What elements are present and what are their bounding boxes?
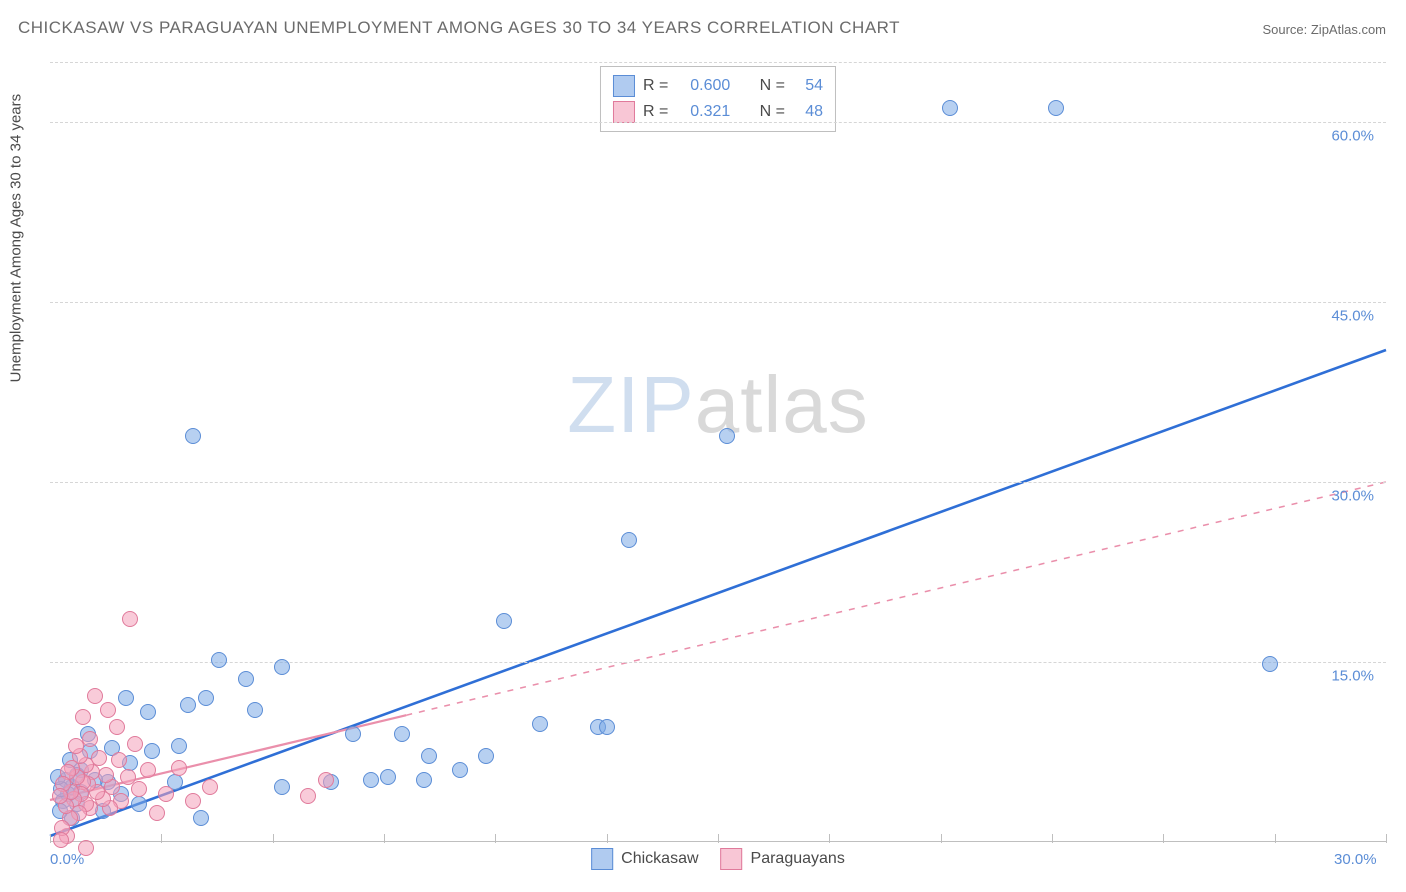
legend-label: Chickasaw: [621, 850, 698, 868]
data-point: [68, 738, 84, 754]
n-value: 54: [793, 77, 823, 95]
data-point: [211, 652, 227, 668]
chart-source: Source: ZipAtlas.com: [1262, 22, 1386, 37]
x-tick: [1163, 834, 1164, 843]
data-point: [363, 772, 379, 788]
y-tick-label: 15.0%: [1331, 668, 1374, 685]
plot-area: ZIPatlas R = 0.600 N = 54 R = 0.321 N = …: [50, 62, 1386, 842]
data-point: [198, 690, 214, 706]
x-tick: [829, 834, 830, 843]
x-tick: [495, 834, 496, 843]
data-point: [719, 428, 735, 444]
data-point: [496, 613, 512, 629]
r-value: 0.600: [676, 77, 730, 95]
data-point: [532, 716, 548, 732]
data-point: [300, 788, 316, 804]
gridline: [50, 62, 1386, 63]
x-tick: [718, 834, 719, 843]
data-point: [140, 762, 156, 778]
n-value: 48: [793, 103, 823, 121]
legend-stat-row: R = 0.600 N = 54: [613, 73, 823, 99]
data-point: [621, 532, 637, 548]
y-tick-label: 45.0%: [1331, 308, 1374, 325]
data-point: [52, 788, 68, 804]
x-tick: [384, 834, 385, 843]
data-point: [238, 671, 254, 687]
n-label: N =: [760, 103, 785, 121]
data-point: [120, 769, 136, 785]
x-tick: [1275, 834, 1276, 843]
legend-swatch: [613, 101, 635, 123]
gridline: [50, 302, 1386, 303]
data-point: [318, 772, 334, 788]
x-tick: [1386, 834, 1387, 843]
data-point: [98, 767, 114, 783]
data-point: [942, 100, 958, 116]
data-point: [53, 832, 69, 848]
data-point: [345, 726, 361, 742]
legend-swatch: [613, 75, 635, 97]
data-point: [82, 731, 98, 747]
data-point: [109, 719, 125, 735]
data-point: [599, 719, 615, 735]
data-point: [416, 772, 432, 788]
gridline: [50, 482, 1386, 483]
x-tick: [50, 834, 51, 843]
data-point: [171, 738, 187, 754]
legend-item-paraguayans: Paraguayans: [721, 848, 845, 870]
data-point: [380, 769, 396, 785]
gridline: [50, 662, 1386, 663]
data-point: [180, 697, 196, 713]
y-tick-label: 60.0%: [1331, 128, 1374, 145]
data-point: [149, 805, 165, 821]
legend-swatch-blue: [591, 848, 613, 870]
data-point: [185, 428, 201, 444]
x-tick: [941, 834, 942, 843]
trend-lines: [50, 62, 1386, 842]
gridline: [50, 122, 1386, 123]
r-label: R =: [643, 77, 668, 95]
x-tick: [607, 834, 608, 843]
data-point: [274, 779, 290, 795]
n-label: N =: [760, 77, 785, 95]
x-tick: [161, 834, 162, 843]
x-tick: [1052, 834, 1053, 843]
r-value: 0.321: [676, 103, 730, 121]
data-point: [452, 762, 468, 778]
r-label: R =: [643, 103, 668, 121]
y-axis-label: Unemployment Among Ages 30 to 34 years: [8, 94, 25, 383]
data-point: [122, 611, 138, 627]
legend-swatch-pink: [721, 848, 743, 870]
data-point: [247, 702, 263, 718]
data-point: [144, 743, 160, 759]
data-point: [131, 781, 147, 797]
data-point: [78, 840, 94, 856]
data-point: [478, 748, 494, 764]
data-point: [193, 810, 209, 826]
data-point: [140, 704, 156, 720]
data-point: [111, 752, 127, 768]
data-point: [274, 659, 290, 675]
x-tick-label: 30.0%: [1334, 851, 1377, 868]
data-point: [185, 793, 201, 809]
data-point: [1262, 656, 1278, 672]
data-point: [100, 702, 116, 718]
series-legend: Chickasaw Paraguayans: [591, 848, 845, 870]
data-point: [421, 748, 437, 764]
data-point: [171, 760, 187, 776]
data-point: [394, 726, 410, 742]
data-point: [131, 796, 147, 812]
data-point: [118, 690, 134, 706]
data-point: [75, 709, 91, 725]
x-tick: [273, 834, 274, 843]
legend-item-chickasaw: Chickasaw: [591, 848, 698, 870]
legend-label: Paraguayans: [751, 850, 845, 868]
data-point: [158, 786, 174, 802]
data-point: [1048, 100, 1064, 116]
data-point: [202, 779, 218, 795]
data-point: [87, 688, 103, 704]
chart-title: CHICKASAW VS PARAGUAYAN UNEMPLOYMENT AMO…: [18, 18, 900, 38]
y-tick-label: 30.0%: [1331, 488, 1374, 505]
data-point: [127, 736, 143, 752]
